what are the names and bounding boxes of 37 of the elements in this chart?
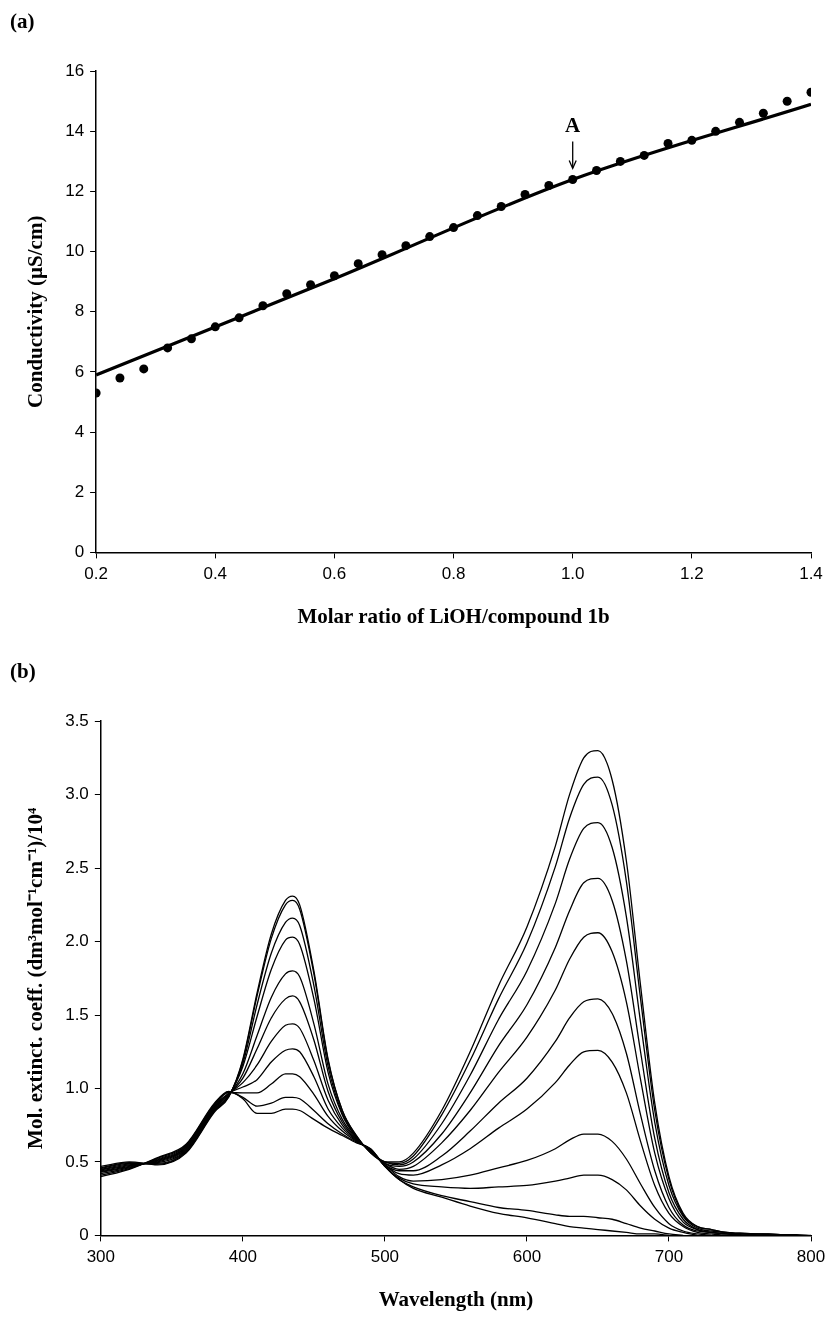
y-tick-label: 2 [74, 481, 85, 501]
x-axis-title: Molar ratio of LiOH/compound 1b [297, 603, 610, 628]
y-tick-label: 0 [79, 1225, 89, 1245]
x-tick-label: 0.6 [322, 564, 347, 584]
y-tick-label: 16 [65, 60, 85, 80]
y-tick-label: 2.5 [65, 857, 89, 877]
x-tick-label: 700 [654, 1247, 684, 1267]
x-tick-label: 400 [228, 1247, 258, 1267]
x-tick-label: 1.0 [560, 564, 585, 584]
y-tick-label: 0.5 [65, 1151, 89, 1171]
x-tick-label: 800 [796, 1247, 826, 1267]
x-tick-label: 1.2 [680, 564, 704, 584]
y-tick-label: 14 [65, 121, 85, 141]
x-tick-label: 600 [512, 1247, 542, 1267]
x-tick-label: 500 [370, 1247, 400, 1267]
x-tick-label: 0.2 [84, 564, 108, 584]
y-tick-label: 3.0 [65, 784, 89, 804]
y-tick-label: 4 [74, 421, 85, 441]
y-tick-label: 2.0 [65, 931, 89, 951]
y-tick-label: 1.5 [65, 1004, 89, 1024]
y-tick-label: 0 [74, 542, 85, 562]
x-tick-label: 0.8 [441, 564, 466, 584]
y-tick-label: 8 [74, 301, 85, 321]
y-tick-label: 1.0 [65, 1078, 89, 1098]
annotation: A [565, 113, 582, 138]
y-axis-title: Conductivity (µS/cm) [23, 215, 48, 408]
y-tick-label: 10 [65, 241, 85, 261]
x-axis-title: Wavelength (nm) [378, 1286, 534, 1311]
y-axis-title: Mol. extinct. coeff. (dm³mol⁻¹cm⁻¹)/10⁴ [23, 806, 48, 1149]
y-tick-label: 6 [74, 361, 85, 381]
chart-title: (a) [10, 9, 35, 34]
y-tick-label: 3.5 [65, 710, 89, 730]
chart-title: (b) [10, 659, 36, 684]
x-tick-label: 300 [86, 1247, 116, 1267]
x-tick-label: 1.4 [799, 564, 823, 584]
x-tick-label: 0.4 [203, 564, 228, 584]
y-tick-label: 12 [65, 181, 85, 201]
